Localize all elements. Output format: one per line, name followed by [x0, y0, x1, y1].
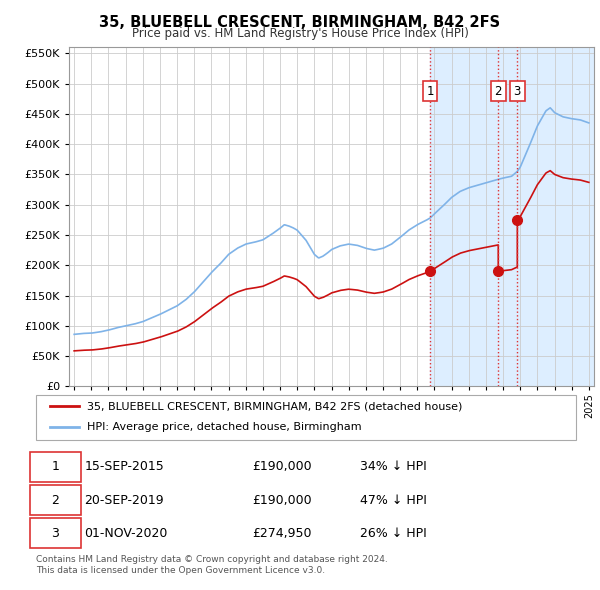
Text: 3: 3	[51, 526, 59, 540]
Text: 15-SEP-2015: 15-SEP-2015	[85, 460, 164, 474]
FancyBboxPatch shape	[36, 395, 576, 440]
Text: HPI: Average price, detached house, Birmingham: HPI: Average price, detached house, Birm…	[88, 422, 362, 432]
Text: 01-NOV-2020: 01-NOV-2020	[85, 526, 168, 540]
Text: £190,000: £190,000	[252, 493, 311, 507]
Text: 26% ↓ HPI: 26% ↓ HPI	[360, 526, 427, 540]
Text: 2: 2	[51, 493, 59, 507]
Text: Contains HM Land Registry data © Crown copyright and database right 2024.
This d: Contains HM Land Registry data © Crown c…	[36, 555, 388, 575]
Text: 1: 1	[51, 460, 59, 474]
FancyBboxPatch shape	[29, 452, 81, 482]
Text: Price paid vs. HM Land Registry's House Price Index (HPI): Price paid vs. HM Land Registry's House …	[131, 27, 469, 40]
Text: £274,950: £274,950	[252, 526, 311, 540]
Text: 47% ↓ HPI: 47% ↓ HPI	[360, 493, 427, 507]
FancyBboxPatch shape	[29, 485, 81, 515]
Text: 1: 1	[427, 85, 434, 98]
Text: £190,000: £190,000	[252, 460, 311, 474]
Text: 35, BLUEBELL CRESCENT, BIRMINGHAM, B42 2FS (detached house): 35, BLUEBELL CRESCENT, BIRMINGHAM, B42 2…	[88, 401, 463, 411]
Bar	[430, 47, 594, 386]
Text: 34% ↓ HPI: 34% ↓ HPI	[360, 460, 427, 474]
FancyBboxPatch shape	[29, 518, 81, 548]
Text: 20-SEP-2019: 20-SEP-2019	[85, 493, 164, 507]
Text: 35, BLUEBELL CRESCENT, BIRMINGHAM, B42 2FS: 35, BLUEBELL CRESCENT, BIRMINGHAM, B42 2…	[100, 15, 500, 30]
Text: 2: 2	[494, 85, 502, 98]
Text: 3: 3	[514, 85, 521, 98]
